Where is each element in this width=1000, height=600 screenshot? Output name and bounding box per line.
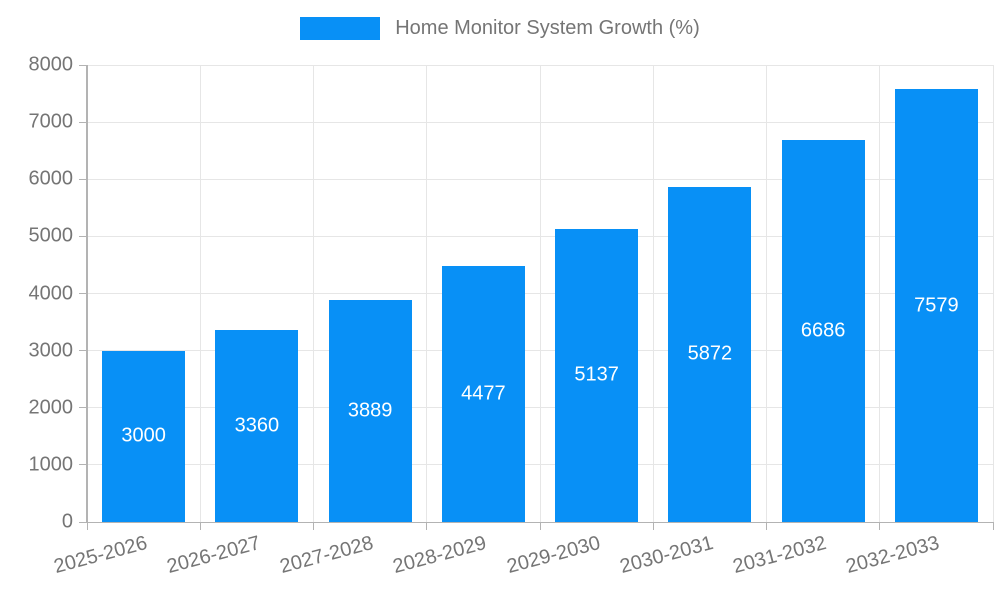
bar-2026-2027[interactable] [215, 330, 298, 522]
x-axis-tick [539, 522, 541, 530]
y-axis-tick [79, 293, 87, 294]
y-tick-label: 7000 [28, 110, 74, 133]
gridline-vertical [992, 65, 994, 522]
bar-value-label: 3360 [234, 414, 280, 437]
x-axis-tick [86, 522, 88, 530]
x-axis-tick [992, 522, 994, 530]
x-axis-tick [766, 522, 767, 530]
y-tick-label: 8000 [28, 53, 74, 76]
y-axis-tick [79, 464, 87, 466]
bar-value-label: 3889 [347, 399, 393, 422]
y-axis-tick [79, 407, 87, 409]
x-axis-tick [879, 522, 881, 530]
x-tick-label: 2028-2029 [390, 532, 490, 579]
bar-2030-2031[interactable] [668, 186, 751, 522]
x-axis-tick [652, 522, 654, 530]
x-tick-label: 2029-2030 [504, 532, 603, 579]
y-tick-label: 6000 [28, 167, 74, 190]
gridline-vertical [879, 65, 881, 522]
y-axis-tick [79, 178, 87, 180]
y-tick-label: 5000 [28, 224, 74, 247]
bar-value-label: 4477 [461, 382, 506, 405]
y-axis-tick [79, 64, 87, 66]
x-tick-label: 2031-2032 [730, 532, 829, 579]
y-axis-tick [79, 121, 87, 123]
y-tick-label: 2000 [28, 396, 74, 419]
y-tick-label: 0 [61, 510, 73, 533]
x-tick-label: 2025-2026 [51, 532, 150, 579]
bar-2027-2028[interactable] [329, 299, 412, 522]
x-tick-label: 2032-2033 [843, 532, 943, 579]
x-axis-tick [426, 522, 428, 530]
bar-2028-2029[interactable] [442, 266, 525, 522]
bar-value-label: 6686 [800, 319, 846, 342]
x-tick-label: 2026-2027 [164, 532, 263, 579]
x-tick-label: 2027-2028 [277, 532, 376, 579]
x-axis-line [87, 521, 993, 523]
gridline-vertical [199, 65, 201, 522]
y-axis-line [86, 65, 88, 523]
gridline-vertical [766, 65, 767, 522]
y-axis-tick [79, 350, 87, 352]
legend-item[interactable]: Home Monitor System Growth (%) [0, 17, 1000, 40]
y-tick-label: 3000 [28, 339, 74, 362]
bar-value-label: 5872 [687, 342, 733, 365]
bar-2025-2026[interactable] [102, 350, 185, 522]
legend-label: Home Monitor System Growth (%) [395, 17, 700, 39]
y-tick-label: 4000 [28, 282, 74, 304]
bar-2032-2033[interactable] [895, 89, 978, 522]
gridline-vertical [313, 65, 314, 522]
bar-value-label: 3000 [121, 424, 166, 447]
bar-value-label: 5137 [574, 363, 619, 386]
x-tick-label: 2030-2031 [617, 532, 716, 579]
x-axis-tick [199, 522, 201, 530]
gridline-vertical [426, 65, 428, 522]
gridline-vertical [652, 65, 654, 522]
bar-value-label: 7579 [914, 294, 959, 317]
y-tick-label: 1000 [28, 453, 74, 476]
y-axis-tick [79, 235, 87, 237]
gridline-vertical [539, 65, 541, 522]
bar-2029-2030[interactable] [555, 228, 638, 522]
x-axis-tick [313, 522, 314, 530]
legend-swatch [300, 17, 381, 40]
bar-2031-2032[interactable] [782, 140, 865, 522]
y-axis-tick [79, 521, 87, 523]
